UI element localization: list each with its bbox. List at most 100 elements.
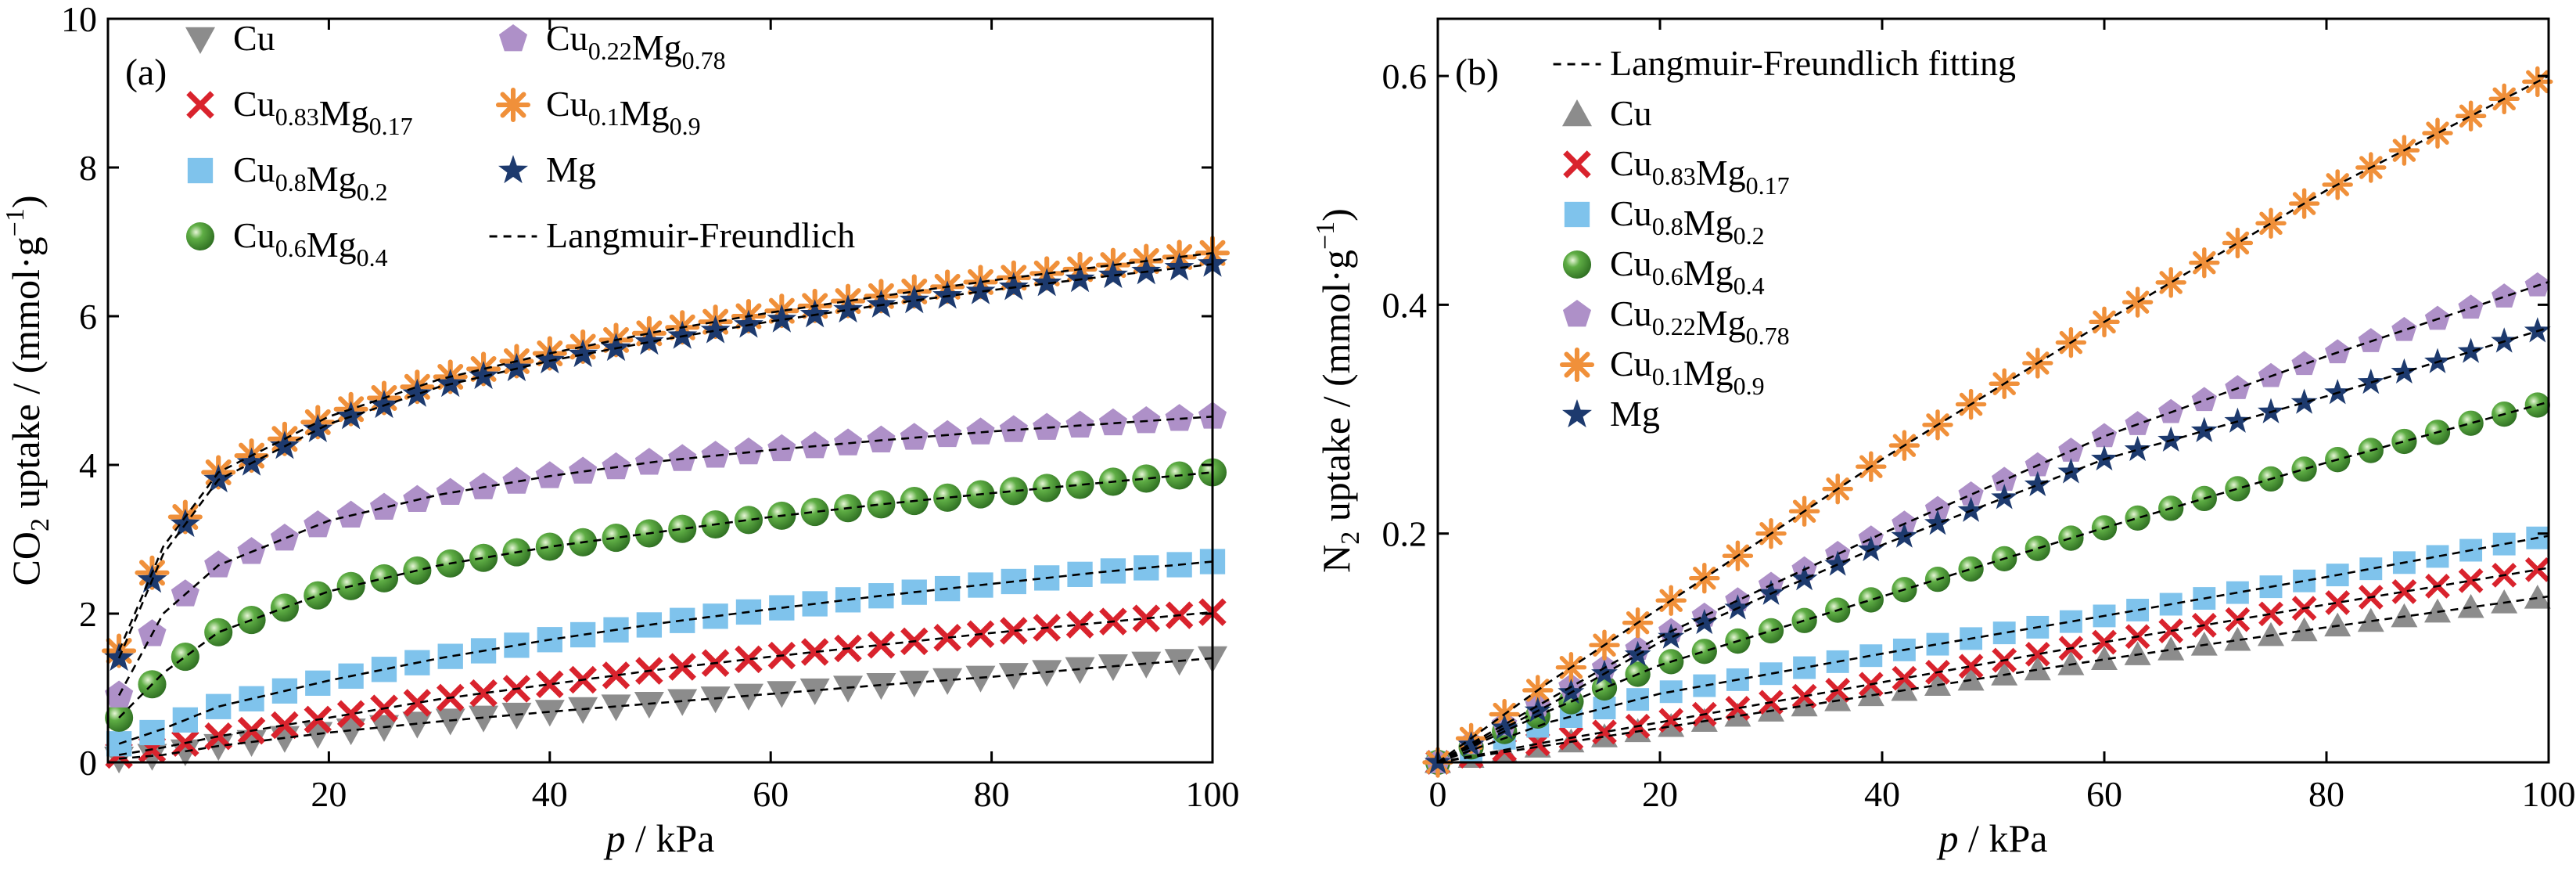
data-point-Cu bbox=[402, 711, 433, 739]
data-point-Cu bbox=[2524, 585, 2551, 609]
data-point-Cu bbox=[2424, 598, 2451, 623]
data-point-Cu0.6Mg0.4 bbox=[734, 506, 763, 535]
data-point-Cu0.6Mg0.4 bbox=[867, 490, 896, 519]
data-point-Mg bbox=[2124, 435, 2151, 462]
data-point-Cu0.22Mg0.78 bbox=[2492, 283, 2517, 308]
data-point-Cu0.83Mg0.17 bbox=[1065, 610, 1094, 639]
data-point-Cu0.22Mg0.78 bbox=[900, 423, 929, 450]
data-point-Cu0.8Mg0.2 bbox=[139, 719, 165, 746]
data-point-Cu0.6Mg0.4 bbox=[2458, 410, 2484, 436]
fit-line-Mg bbox=[1437, 326, 2549, 764]
data-point-Cu0.83Mg0.17 bbox=[2025, 642, 2050, 667]
data-point-Mg bbox=[1131, 256, 1162, 285]
legend-marker-Cu0.8Mg0.2 bbox=[187, 157, 214, 184]
data-point-Cu0.22Mg0.78 bbox=[270, 524, 299, 551]
data-point-Cu0.22Mg0.78 bbox=[2191, 387, 2217, 412]
data-point-Cu bbox=[501, 702, 532, 730]
data-point-Cu0.8Mg0.2 bbox=[2426, 545, 2449, 568]
data-point-Cu bbox=[2024, 656, 2051, 681]
data-point-Cu0.1Mg0.9 bbox=[2122, 286, 2154, 318]
data-point-Cu0.6Mg0.4 bbox=[1132, 464, 1161, 493]
data-point-Mg bbox=[2091, 445, 2118, 471]
legend-label: Cu0.6Mg0.4 bbox=[233, 215, 388, 272]
data-point-Cu0.8Mg0.2 bbox=[305, 670, 331, 696]
legend-item-Cu0.1Mg0.9: Cu0.1Mg0.9 bbox=[495, 84, 701, 140]
data-point-Mg bbox=[2057, 458, 2085, 484]
data-point-Mg bbox=[1991, 484, 2018, 510]
y-tick-label: 0.6 bbox=[1382, 56, 1428, 96]
data-point-Cu0.22Mg0.78 bbox=[336, 500, 365, 528]
data-point-Cu0.22Mg0.78 bbox=[403, 484, 432, 513]
data-point-Mg bbox=[469, 361, 499, 390]
data-point-Cu0.1Mg0.9 bbox=[2455, 100, 2487, 131]
data-point-Cu bbox=[767, 681, 797, 708]
data-point-Cu0.22Mg0.78 bbox=[2058, 438, 2084, 462]
data-point-Cu0.6Mg0.4 bbox=[1065, 470, 1094, 499]
data-point-Cu0.22Mg0.78 bbox=[933, 420, 962, 448]
data-point-Cu0.8Mg0.2 bbox=[2293, 569, 2316, 592]
fit-line-Mg bbox=[117, 263, 1213, 659]
data-point-Cu0.83Mg0.17 bbox=[1592, 719, 1617, 745]
data-point-Cu0.22Mg0.78 bbox=[1165, 404, 1194, 431]
data-point-Cu0.83Mg0.17 bbox=[602, 661, 631, 690]
data-point-Mg bbox=[1524, 697, 1551, 722]
data-point-Mg bbox=[203, 464, 234, 493]
data-point-Mg bbox=[2190, 416, 2218, 442]
data-point-Cu0.83Mg0.17 bbox=[1000, 617, 1028, 645]
data-point-Cu0.8Mg0.2 bbox=[2126, 599, 2150, 621]
legend-item-Cu0.6Mg0.4: Cu0.6Mg0.4 bbox=[185, 215, 388, 272]
legend-marker-Cu0.83Mg0.17 bbox=[1563, 150, 1591, 178]
data-point-Cu0.22Mg0.78 bbox=[734, 437, 763, 465]
x-tick-label: 100 bbox=[2522, 774, 2576, 814]
y-tick-label: 10 bbox=[61, 0, 97, 39]
data-point-Cu0.22Mg0.78 bbox=[2258, 362, 2284, 387]
data-point-Cu bbox=[1131, 651, 1162, 679]
fit-line-Cu0.6Mg0.4 bbox=[1437, 401, 2549, 764]
legend-item-Cu0.22Mg0.78: Cu0.22Mg0.78 bbox=[1562, 294, 1790, 350]
data-point-Mg bbox=[2457, 337, 2484, 363]
data-point-Cu bbox=[634, 691, 664, 719]
axes-frame bbox=[1436, 17, 2550, 764]
data-point-Cu0.83Mg0.17 bbox=[1132, 604, 1161, 632]
legend-marker-Cu0.22Mg0.78 bbox=[498, 24, 528, 52]
data-point-Cu bbox=[932, 668, 963, 695]
data-point-Cu0.83Mg0.17 bbox=[867, 631, 896, 659]
data-point-Cu bbox=[833, 675, 864, 703]
data-point-Cu0.8Mg0.2 bbox=[2059, 610, 2082, 633]
data-point-Cu bbox=[1065, 657, 1095, 684]
legend-item-Cu0.22Mg0.78: Cu0.22Mg0.78 bbox=[498, 18, 726, 74]
panel-a: 20 40 60 80 100 0 2 4 6 8 10 p / kPa CO2 uptake / (m… bbox=[1, 0, 1240, 860]
data-point-Cu0.22Mg0.78 bbox=[701, 441, 730, 468]
data-point-Cu0.8Mg0.2 bbox=[1859, 644, 1883, 668]
legend-label: Cu0.8Mg0.2 bbox=[1610, 193, 1765, 250]
axes-frame bbox=[106, 17, 1214, 764]
data-point-Cu0.1Mg0.9 bbox=[2422, 117, 2453, 149]
data-point-Cu0.22Mg0.78 bbox=[668, 444, 697, 471]
data-point-Cu0.22Mg0.78 bbox=[1033, 412, 1062, 440]
data-point-Mg bbox=[634, 326, 664, 355]
data-point-Cu0.8Mg0.2 bbox=[636, 612, 663, 638]
data-point-Mg bbox=[1591, 659, 1618, 686]
data-point-Mg bbox=[2524, 317, 2551, 343]
legend-marker-Cu0.1Mg0.9 bbox=[495, 87, 531, 123]
data-point-Cu0.6Mg0.4 bbox=[668, 514, 697, 543]
data-point-Mg bbox=[2424, 348, 2451, 373]
data-point-Cu0.22Mg0.78 bbox=[1098, 408, 1127, 436]
data-point-Mg bbox=[2491, 327, 2518, 353]
data-point-Mg bbox=[1624, 640, 1651, 667]
data-point-Cu0.6Mg0.4 bbox=[999, 477, 1028, 506]
data-point-Mg bbox=[1491, 714, 1518, 740]
data-point-Mg bbox=[667, 320, 698, 349]
data-point-Cu0.22Mg0.78 bbox=[237, 537, 266, 564]
x-tick-label: 60 bbox=[753, 774, 789, 814]
data-point-Cu0.22Mg0.78 bbox=[999, 415, 1028, 442]
data-point-Cu0.22Mg0.78 bbox=[569, 456, 598, 484]
legend-marker-Cu0.6Mg0.4 bbox=[1562, 250, 1592, 279]
data-point-Cu0.83Mg0.17 bbox=[2092, 629, 2117, 655]
data-point-Cu bbox=[2258, 621, 2284, 646]
y-tick-label: 2 bbox=[79, 594, 97, 634]
x-tick-label: 20 bbox=[311, 774, 347, 814]
data-point-Cu0.83Mg0.17 bbox=[403, 689, 432, 717]
data-point-Mg bbox=[932, 280, 963, 309]
legend-item-Cu: Cu bbox=[185, 18, 275, 58]
